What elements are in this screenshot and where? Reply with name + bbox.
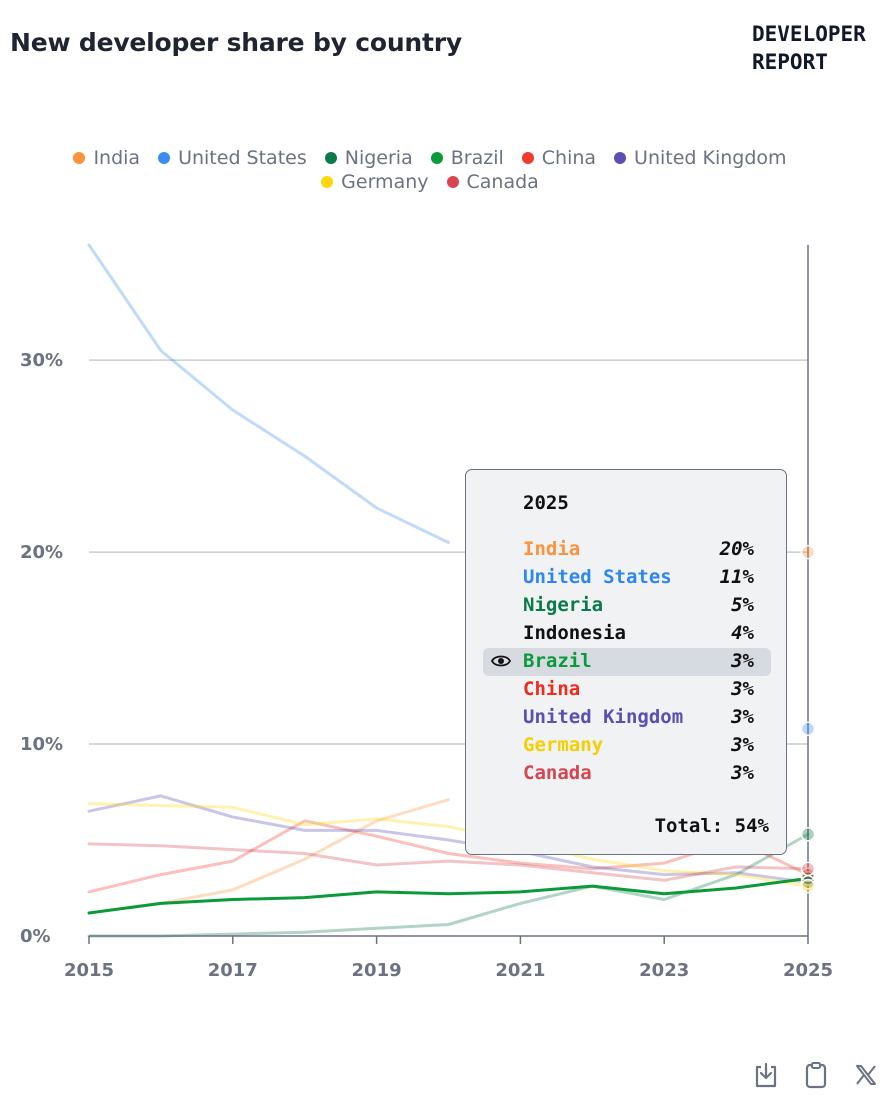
eye-icon <box>490 653 512 673</box>
tooltip-series-value: 4% <box>731 622 754 644</box>
point-marker-canada <box>800 861 816 877</box>
y-tick-label: 10% <box>20 734 63 755</box>
tooltip-row: India 20% <box>483 536 771 564</box>
legend-dot <box>158 152 171 164</box>
tooltip-series-name: United States <box>523 566 672 588</box>
x-tick-label: 2017 <box>208 960 258 981</box>
tooltip-series-name: Germany <box>523 734 604 756</box>
tooltip-series-value: 3% <box>731 734 754 756</box>
tooltip-row: Germany 3% <box>483 732 771 760</box>
legend-dot <box>430 152 443 164</box>
legend-item-nigeria[interactable]: Nigeria <box>324 146 413 170</box>
tooltip-series-value: 20% <box>719 538 754 560</box>
tooltip-series-value: 3% <box>731 762 754 784</box>
tooltip-row: Canada 3% <box>483 760 771 788</box>
legend-dot <box>446 176 459 188</box>
legend-label: Nigeria <box>344 147 413 169</box>
legend-item-united-states[interactable]: United States <box>158 146 307 170</box>
legend-label: India <box>93 147 141 169</box>
legend-item-united-kingdom[interactable]: United Kingdom <box>614 146 787 170</box>
series-line-china[interactable] <box>87 819 810 894</box>
tooltip-row: China 3% <box>483 676 771 704</box>
tooltip-series-name: India <box>523 538 581 560</box>
legend-item-canada[interactable]: Canada <box>446 170 539 194</box>
chart-toolbar <box>752 1060 880 1090</box>
series-line-canada[interactable] <box>87 842 810 882</box>
series-line-united-kingdom[interactable] <box>87 794 810 884</box>
point-marker-united-states <box>800 721 816 736</box>
legend-label: Brazil <box>450 147 504 169</box>
chart-tooltip: 2025 India 20% United States 11% Nigeria 5% In… <box>465 469 787 855</box>
tooltip-series-value: 3% <box>731 650 754 672</box>
tooltip-series-name: United Kingdom <box>523 706 684 728</box>
legend-label: Canada <box>466 171 539 193</box>
point-marker-nigeria <box>800 827 816 842</box>
tooltip-series-name: Nigeria <box>523 594 604 616</box>
tooltip-year: 2025 <box>523 492 569 514</box>
series-line-brazil[interactable] <box>87 876 810 915</box>
x-tick-label: 2019 <box>352 960 402 981</box>
tooltip-total: Total: 54% <box>654 815 769 837</box>
series-line-germany[interactable] <box>87 802 810 888</box>
tooltip-series-name: Indonesia <box>523 622 626 644</box>
brand-line-2: REPORT <box>752 50 828 74</box>
tooltip-row: Nigeria 5% <box>483 592 771 620</box>
x-tick-label: 2015 <box>64 960 114 981</box>
x-tick-label: 2025 <box>783 960 833 981</box>
legend-item-germany[interactable]: Germany <box>321 170 429 194</box>
legend-dot <box>521 152 534 164</box>
legend: India United States Nigeria Brazil China Unit… <box>0 146 860 194</box>
x-tick-label: 2023 <box>639 960 689 981</box>
download-icon[interactable] <box>752 1060 780 1090</box>
tooltip-series-value: 11% <box>719 566 754 588</box>
legend-item-brazil[interactable]: Brazil <box>430 146 504 170</box>
legend-item-china[interactable]: China <box>521 146 597 170</box>
y-tick-label: 0% <box>20 926 51 947</box>
legend-label: United States <box>178 147 307 169</box>
y-tick-label: 30% <box>20 350 63 371</box>
legend-dot <box>614 152 627 164</box>
legend-label: Germany <box>341 171 429 193</box>
legend-dot <box>324 152 337 164</box>
brand-logo: DEVELOPER REPORT <box>752 20 866 76</box>
legend-label: United Kingdom <box>634 147 787 169</box>
chart-title: New developer share by country <box>10 28 463 57</box>
tooltip-series-name: Canada <box>523 762 592 784</box>
y-tick-label: 20% <box>20 542 63 563</box>
point-marker-india <box>800 544 816 560</box>
tooltip-row: Brazil 3% <box>483 648 771 676</box>
brand-line-1: DEVELOPER <box>752 22 866 46</box>
tooltip-row: Indonesia 4% <box>483 620 771 648</box>
tooltip-series-name: Brazil <box>523 650 592 672</box>
legend-label: China <box>541 147 597 169</box>
clipboard-icon[interactable] <box>802 1060 830 1090</box>
legend-item-india[interactable]: India <box>73 146 140 170</box>
x-share-icon[interactable] <box>852 1060 880 1090</box>
tooltip-series-name: China <box>523 678 581 700</box>
tooltip-series-value: 3% <box>731 706 754 728</box>
point-marker-germany <box>800 878 816 894</box>
legend-dot <box>321 176 334 188</box>
tooltip-row: United States 11% <box>483 564 771 592</box>
tooltip-row: United Kingdom 3% <box>483 704 771 732</box>
tooltip-series-value: 3% <box>731 678 754 700</box>
x-tick-label: 2021 <box>495 960 545 981</box>
tooltip-series-value: 5% <box>731 594 754 616</box>
legend-dot <box>73 152 86 164</box>
